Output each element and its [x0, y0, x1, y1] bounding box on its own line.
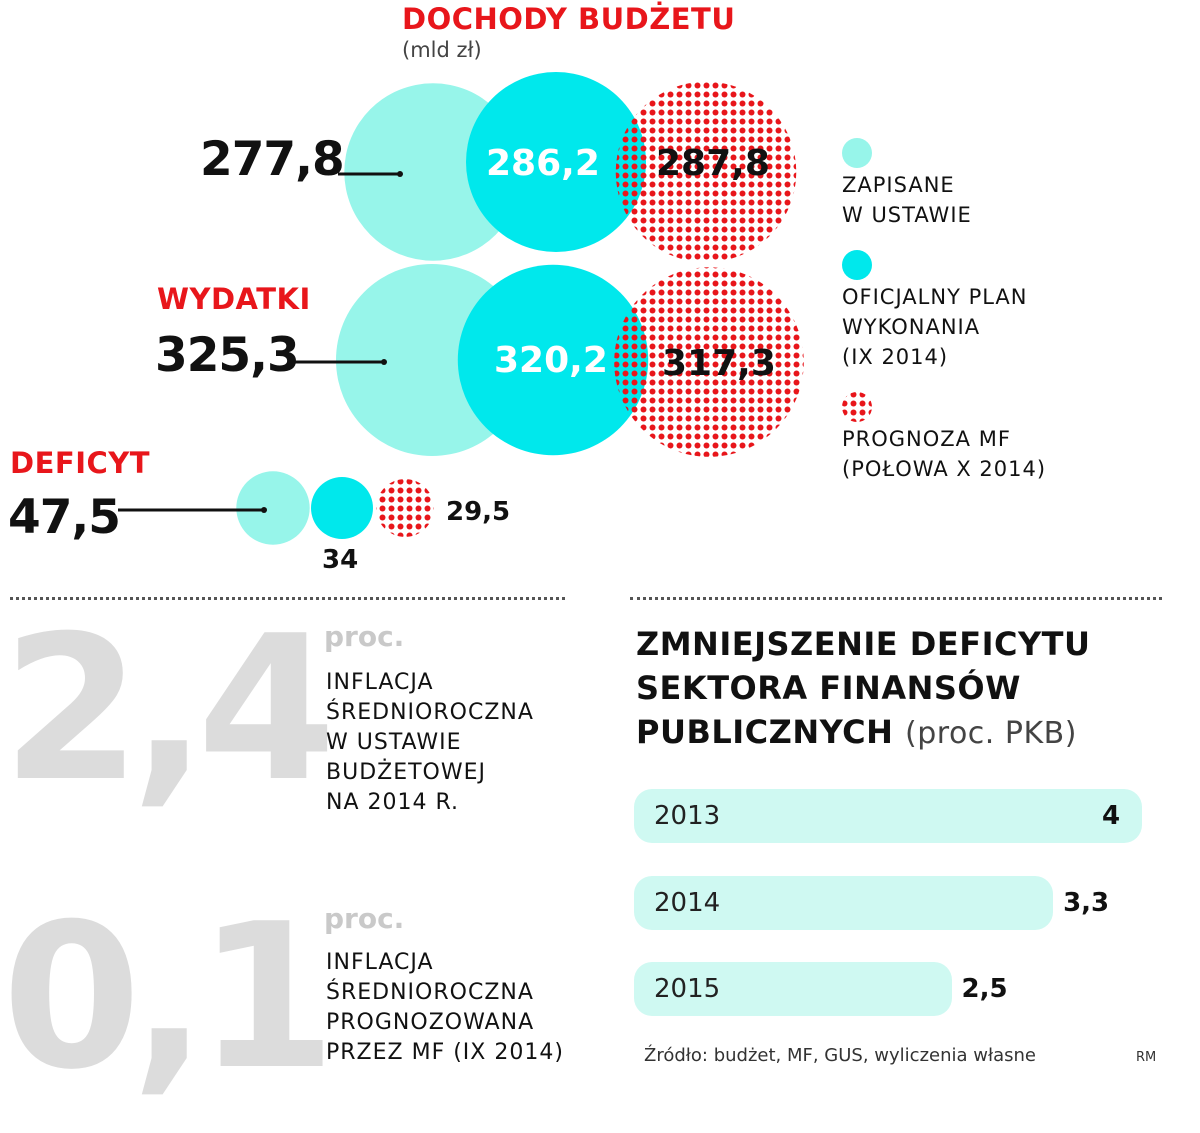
deficit-title: DEFICYT: [10, 446, 151, 480]
inflation-planned-value: 2,4: [2, 593, 336, 826]
income-planned-value: 277,8: [200, 132, 345, 187]
desc-line: INFLACJA: [326, 670, 434, 695]
title-last-word: PUBLICZNYCH: [636, 713, 894, 751]
bar-category-label: 2015: [654, 974, 721, 1004]
deficit-reduction-title: ZMNIEJSZENIE DEFICYTU SEKTORA FINANSÓW P…: [636, 622, 1090, 756]
deficit-forecast-value: 29,5: [446, 497, 511, 527]
bubble-dochodybudetu-forecast: [615, 81, 797, 263]
author-initials: RM: [1136, 1050, 1157, 1065]
income-title: DOCHODY BUDŻETU: [402, 2, 736, 36]
inflation-forecast-value: 0,1: [2, 881, 336, 1114]
desc-line: PRZEZ MF (IX 2014): [326, 1040, 564, 1065]
bubble-deficyt-planned: [236, 471, 310, 545]
title-unit: (proc. PKB): [905, 716, 1077, 751]
leader-dot: [261, 507, 267, 513]
legend-forecast-label: PROGNOZA MF (POŁOWA X 2014): [842, 427, 1047, 481]
bar-2015: [634, 962, 952, 1016]
source-note: Źródło: budżet, MF, GUS, wyliczenia włas…: [644, 1045, 1036, 1066]
bubble-chart: [118, 72, 804, 545]
leader-dot: [397, 171, 403, 177]
separator-left: [10, 597, 565, 600]
expenses-title: WYDATKI: [157, 282, 311, 316]
bar-value-label: 2,5: [961, 974, 1008, 1004]
desc-line: INFLACJA: [326, 950, 434, 975]
title-line: ZMNIEJSZENIE DEFICYTU: [636, 625, 1091, 663]
legend-forecast-swatch: [842, 392, 872, 422]
legend-planned-label: ZAPISANE W USTAWIE: [842, 173, 972, 227]
desc-line: ŚREDNIOROCZNA: [326, 980, 534, 1005]
income-official-value: 286,2: [486, 143, 600, 184]
bubble-dochodybudetu-official: [466, 72, 646, 252]
income-forecast-value: 287,8: [656, 143, 770, 184]
expenses-planned-value: 325,3: [155, 328, 300, 383]
desc-line: ŚREDNIOROCZNA: [326, 700, 534, 725]
separator-right: [630, 597, 1162, 600]
bar-category-label: 2014: [654, 888, 721, 918]
inflation-planned-desc: INFLACJA ŚREDNIOROCZNA W USTAWIE BUDŻETO…: [326, 668, 534, 818]
bar-value-label: 4: [1102, 801, 1121, 831]
legend-planned-swatch: [842, 138, 872, 168]
legend-official-label: OFICJALNY PLAN WYKONANIA (IX 2014): [842, 285, 1028, 369]
expenses-official-value: 320,2: [494, 340, 608, 381]
bar-2014: [634, 876, 1054, 930]
bubble-deficyt-official: [311, 477, 373, 539]
bar-2013: [634, 789, 1142, 843]
desc-line: PROGNOZOWANA: [326, 1010, 535, 1035]
inflation-forecast-desc: INFLACJA ŚREDNIOROCZNA PROGNOZOWANA PRZE…: [326, 948, 564, 1068]
inflation-forecast-unit: proc.: [324, 902, 405, 935]
desc-line: NA 2014 R.: [326, 790, 459, 815]
bubble-wydatki-forecast: [614, 267, 804, 457]
inflation-planned-unit: proc.: [324, 620, 405, 653]
leader-dot: [381, 359, 387, 365]
desc-line: BUDŻETOWEJ: [326, 760, 487, 785]
title-line: SEKTORA FINANSÓW: [636, 669, 1021, 707]
bubble-deficyt-forecast: [376, 479, 434, 537]
bubble-wydatki-official: [457, 264, 649, 456]
deficit-official-value: 34: [322, 545, 359, 575]
deficit-planned-value: 47,5: [8, 490, 121, 545]
title-line: PUBLICZNYCH (proc. PKB): [636, 710, 1090, 756]
expenses-forecast-value: 317,3: [662, 343, 776, 384]
income-unit: (mld zł): [402, 38, 482, 62]
bar-value-label: 3,3: [1063, 888, 1110, 918]
bar-category-label: 2013: [654, 801, 721, 831]
legend-official-swatch: [842, 250, 872, 280]
desc-line: W USTAWIE: [326, 730, 462, 755]
